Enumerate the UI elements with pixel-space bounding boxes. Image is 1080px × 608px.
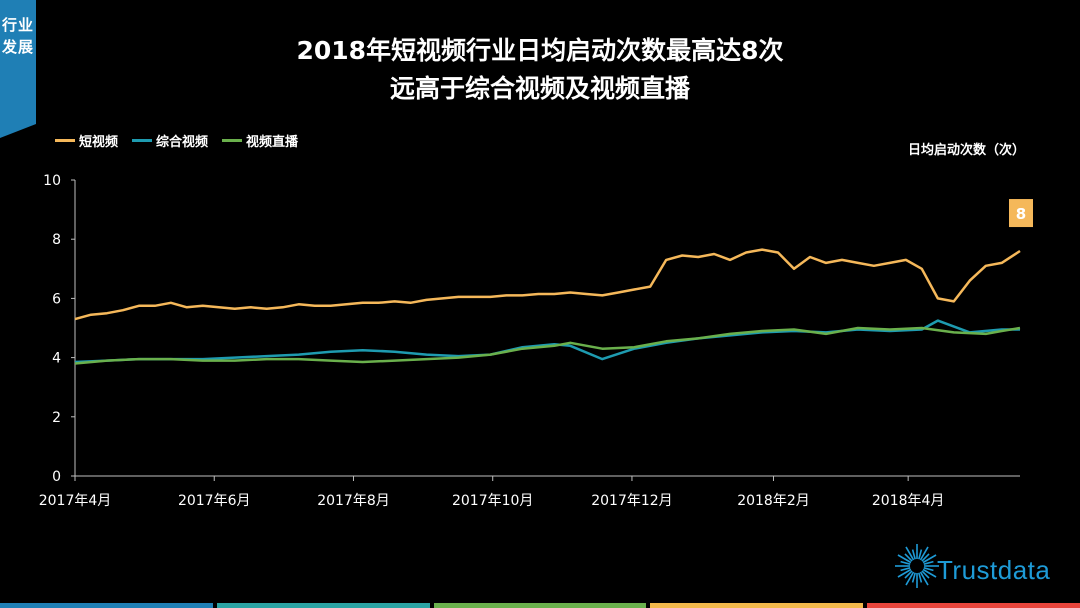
starburst-ray [897,554,912,564]
starburst-ray [923,567,934,572]
starburst-ray [904,553,913,562]
legend-swatch-live-video [222,139,243,142]
brand-logo-text: Trustdata [937,555,1051,585]
x-tick-label: 2017年8月 [317,493,390,509]
series-line-general-video-line [74,319,1020,364]
starburst-ray [922,568,937,578]
y-tick-label: 10 [43,173,61,189]
peak-value-badge [1009,199,1033,228]
section-tab-line1: 行业 [1,16,34,34]
starburst-ray [900,567,911,572]
legend-item-live-video: 视频直播 [222,131,298,150]
x-tick-label: 2017年6月 [178,493,251,509]
bottom-color-bar [0,603,1080,608]
section-tab-line2: 发展 [1,38,34,56]
legend-swatch-short-video [55,139,75,142]
starburst-ray [918,572,923,583]
y-tick-label: 4 [52,351,61,367]
title-line2: 远高于综合视频及视频直播 [389,74,690,103]
starburst-ray [919,546,929,561]
starburst-ray [923,560,934,565]
x-tick-label: 2017年4月 [39,493,112,509]
starburst-ray [905,571,915,586]
bottom-bar-segment [650,603,864,608]
legend-item-short-video: 短视频 [55,131,118,150]
series-line-live-video-line [74,326,1021,365]
starburst-ray [900,560,911,565]
starburst-ray [921,553,930,562]
y-unit-label: 日均启动次数（次） [907,143,1025,158]
legend-swatch-general-video [132,139,153,142]
starburst-ray [922,554,937,564]
x-tick-label: 2017年10月 [452,493,533,509]
starburst-ray [904,570,913,579]
starburst-ray [905,546,915,561]
y-tick-label: 8 [52,232,61,248]
x-tick-label: 2017年12月 [591,493,672,509]
legend-label-short-video: 短视频 [79,135,119,150]
legend-item-general-video: 综合视频 [132,131,208,150]
x-tick-label: 2018年4月 [872,493,945,509]
legend-label-live-video: 视频直播 [246,135,299,150]
starburst-icon [895,544,939,588]
legend-label-general-video: 综合视频 [156,135,209,150]
section-tab: 行业 发展 [0,0,36,138]
starburst-ray [919,571,929,586]
bottom-bar-segment [433,603,647,608]
starburst-ray [897,568,912,578]
title-line1: 2018年短视频行业日均启动次数最高达8次 [296,36,784,65]
starburst-ray [918,549,923,560]
chart-legend: 短视频 综合视频 视频直播 [55,131,298,150]
peak-value-label: 8 [1016,205,1026,223]
bottom-bar-segment [0,603,213,608]
bottom-bar-segment [216,603,430,608]
x-tick-label: 2018年2月 [737,493,810,509]
starburst-ray [911,549,916,560]
starburst-ray [911,572,916,583]
y-tick-label: 2 [52,410,61,426]
series-line-short-video-line [74,248,1021,321]
y-tick-label: 6 [52,291,61,307]
bottom-bar-segment [867,603,1080,608]
y-tick-label: 0 [52,469,61,485]
starburst-ray [921,570,930,579]
page-title: 2018年短视频行业日均启动次数最高达8次 远高于综合视频及视频直播 [0,32,1080,108]
